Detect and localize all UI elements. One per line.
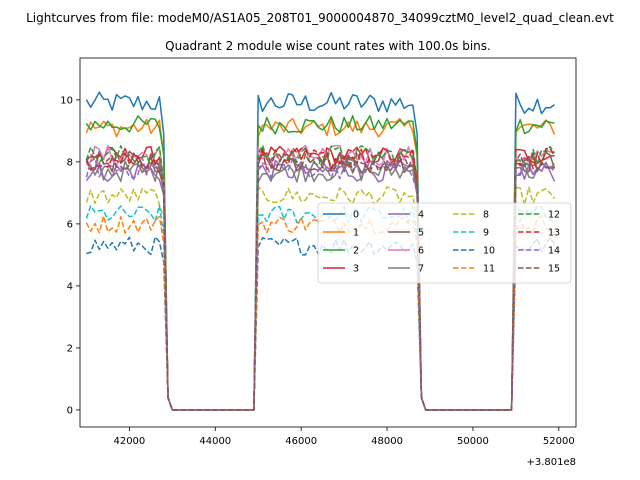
y-axis: 0 2 4 6 8 10 [60, 95, 80, 416]
legend-box [317, 202, 572, 284]
legend-label-1: 1 [353, 228, 359, 239]
y-tick-label: 0 [67, 405, 73, 416]
figure-suptitle: Lightcurves from file: modeM0/AS1A05_208… [26, 11, 614, 25]
legend-label-11: 11 [483, 264, 495, 275]
y-tick-label: 6 [67, 219, 73, 230]
legend-label-9: 9 [483, 228, 489, 239]
series-line-14 [85, 157, 556, 411]
legend-label-0: 0 [353, 210, 359, 221]
x-tick-label: 48000 [371, 436, 403, 447]
legend-label-6: 6 [418, 246, 424, 257]
legend-label-7: 7 [418, 264, 424, 275]
legend-label-14: 14 [548, 246, 560, 257]
x-tick-label: 44000 [199, 436, 231, 447]
y-tick-label: 4 [67, 281, 73, 292]
x-tick-label: 52000 [543, 436, 575, 447]
x-axis-offset-label: +3.801e8 [526, 457, 576, 468]
legend-label-12: 12 [548, 210, 560, 221]
legend-label-13: 13 [548, 228, 560, 239]
x-axis: 42000 44000 46000 48000 50000 52000 [113, 427, 575, 447]
series-line-15 [85, 151, 555, 411]
chart-title: Quadrant 2 module wise count rates with … [165, 39, 491, 53]
legend-label-5: 5 [418, 228, 424, 239]
plot-frame [79, 57, 577, 428]
legend-label-8: 8 [483, 210, 489, 221]
x-tick-label: 46000 [285, 436, 317, 447]
legend-label-3: 3 [353, 264, 359, 275]
y-tick-label: 2 [67, 343, 73, 354]
legend-label-15: 15 [548, 264, 560, 275]
x-tick-label: 42000 [113, 436, 145, 447]
y-tick-label: 10 [60, 95, 73, 106]
x-tick-label: 50000 [457, 436, 489, 447]
legend-label-2: 2 [353, 246, 359, 257]
y-tick-label: 8 [67, 157, 73, 168]
legend-label-10: 10 [483, 246, 495, 257]
series-line-12 [85, 144, 556, 411]
legend-label-4: 4 [418, 210, 424, 221]
